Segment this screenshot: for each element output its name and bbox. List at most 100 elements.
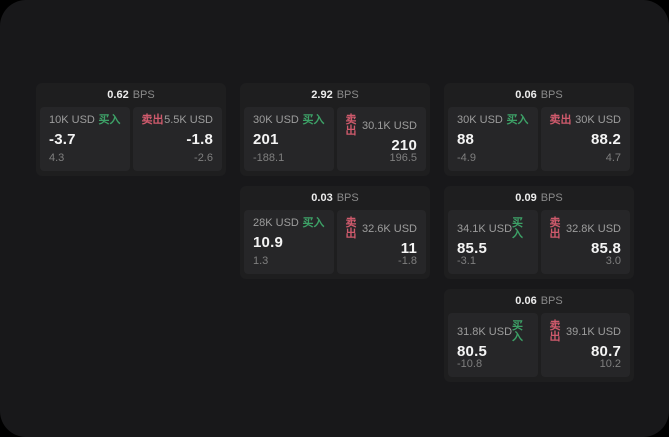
buy-price: 201: [253, 131, 279, 148]
spread-header: 2.92 BPS: [240, 83, 430, 107]
buy-top-row: 34.1K USD 买入: [457, 218, 529, 240]
buy-panel[interactable]: 31.8K USD 买入 80.5 -10.8: [448, 313, 538, 377]
sell-price: -1.8: [186, 131, 213, 148]
sell-size: 39.1K USD: [565, 325, 621, 338]
buy-delta: -3.1: [457, 255, 476, 267]
sell-delta: 196.5: [389, 152, 417, 164]
buy-size: 30K USD: [457, 114, 503, 126]
sell-side-label: 卖出: [549, 114, 572, 126]
sell-side-label: 卖出: [549, 217, 561, 240]
buy-top-row: 31.8K USD 买入: [457, 321, 529, 343]
sell-size: 30.1K USD: [361, 119, 417, 132]
buy-price: 88: [457, 131, 475, 148]
sell-top-row: 卖出 5.5K USD: [142, 115, 214, 126]
sell-size: 5.5K USD: [164, 114, 213, 126]
buy-side-label: 买入: [512, 217, 524, 240]
sell-side-label: 卖出: [345, 114, 357, 137]
sell-panel[interactable]: 卖出 32.6K USD 11 -1.8: [336, 210, 426, 274]
sell-top-row: 卖出 30.1K USD: [346, 115, 418, 137]
quote-panels: 30K USD 买入 88 -4.9 卖出 30K USD 88.2 4.7: [444, 107, 634, 171]
sell-size: 32.6K USD: [361, 222, 417, 235]
spread-unit: BPS: [540, 191, 563, 204]
buy-delta: -10.8: [457, 358, 483, 370]
buy-top-row: 30K USD 买入: [457, 115, 529, 126]
sell-delta: -2.6: [194, 152, 213, 164]
spread-header: 0.03 BPS: [240, 186, 430, 210]
spread-unit: BPS: [132, 88, 155, 101]
buy-side-label: 买入: [506, 114, 529, 126]
spread-value: 2.92: [311, 88, 333, 101]
sell-price: 210: [391, 136, 417, 154]
buy-delta: -188.1: [253, 152, 285, 164]
sell-side-label: 卖出: [345, 217, 357, 240]
buy-delta: 4.3: [49, 152, 65, 164]
buy-panel[interactable]: 30K USD 买入 201 -188.1: [244, 107, 334, 171]
sell-top-row: 卖出 39.1K USD: [550, 321, 622, 343]
buy-side-label: 买入: [512, 320, 524, 343]
sell-panel[interactable]: 卖出 30.1K USD 210 196.5: [336, 107, 426, 171]
quote-panels: 34.1K USD 买入 85.5 -3.1 卖出 32.8K USD 85.8…: [444, 210, 634, 274]
quote-panels: 28K USD 买入 10.9 1.3 卖出 32.6K USD 11 -1.8: [240, 210, 430, 274]
spread-header: 0.62 BPS: [36, 83, 226, 107]
quote-card: 0.09 BPS 34.1K USD 买入 85.5 -3.1 卖出 32.8K…: [444, 186, 634, 279]
buy-top-row: 28K USD 买入: [253, 218, 325, 229]
sell-panel[interactable]: 卖出 5.5K USD -1.8 -2.6: [132, 107, 222, 171]
spread-value: 0.06: [515, 294, 537, 307]
quote-card: 0.62 BPS 10K USD 买入 -3.7 4.3 卖出 5.5K USD…: [36, 83, 226, 176]
buy-side-label: 买入: [302, 114, 325, 126]
buy-size: 10K USD: [49, 114, 95, 126]
buy-price: 80.5: [457, 342, 487, 360]
spread-value: 0.06: [515, 88, 537, 101]
sell-delta: 4.7: [605, 152, 621, 164]
spread-header: 0.06 BPS: [444, 83, 634, 107]
sell-top-row: 卖出 32.6K USD: [346, 218, 418, 240]
buy-panel[interactable]: 34.1K USD 买入 85.5 -3.1: [448, 210, 538, 274]
spread-value: 0.03: [311, 191, 333, 204]
buy-size: 28K USD: [253, 217, 299, 229]
spread-unit: BPS: [336, 191, 359, 204]
buy-price: 85.5: [457, 239, 487, 257]
sell-delta: 3.0: [605, 255, 621, 267]
sell-panel[interactable]: 卖出 32.8K USD 85.8 3.0: [540, 210, 630, 274]
buy-panel[interactable]: 30K USD 买入 88 -4.9: [448, 107, 538, 171]
quote-panels: 31.8K USD 买入 80.5 -10.8 卖出 39.1K USD 80.…: [444, 313, 634, 377]
spread-value: 0.09: [515, 191, 537, 204]
buy-top-row: 30K USD 买入: [253, 115, 325, 126]
buy-panel[interactable]: 10K USD 买入 -3.7 4.3: [40, 107, 130, 171]
sell-top-row: 卖出 30K USD: [550, 115, 622, 126]
sell-top-row: 卖出 32.8K USD: [550, 218, 622, 240]
spread-header: 0.06 BPS: [444, 289, 634, 313]
buy-top-row: 10K USD 买入: [49, 115, 121, 126]
quote-card: 2.92 BPS 30K USD 买入 201 -188.1 卖出 30.1K …: [240, 83, 430, 176]
buy-size: 34.1K USD: [457, 222, 513, 235]
sell-price: 85.8: [591, 239, 621, 257]
sell-panel[interactable]: 卖出 30K USD 88.2 4.7: [540, 107, 630, 171]
sell-price: 88.2: [591, 131, 621, 148]
spread-value: 0.62: [107, 88, 129, 101]
sell-price: 11: [400, 239, 417, 257]
quote-card: 0.06 BPS 30K USD 买入 88 -4.9 卖出 30K USD 8…: [444, 83, 634, 176]
spread-header: 0.09 BPS: [444, 186, 634, 210]
quote-card: 0.06 BPS 31.8K USD 买入 80.5 -10.8 卖出 39.1…: [444, 289, 634, 382]
sell-side-label: 卖出: [141, 114, 164, 126]
sell-delta: -1.8: [398, 255, 417, 267]
buy-size: 30K USD: [253, 114, 299, 126]
spread-unit: BPS: [540, 88, 563, 101]
buy-delta: -4.9: [457, 152, 476, 164]
sell-price: 80.7: [591, 342, 621, 360]
buy-panel[interactable]: 28K USD 买入 10.9 1.3: [244, 210, 334, 274]
quote-panels: 30K USD 买入 201 -188.1 卖出 30.1K USD 210 1…: [240, 107, 430, 171]
sell-panel[interactable]: 卖出 39.1K USD 80.7 10.2: [540, 313, 630, 377]
sell-size: 32.8K USD: [565, 222, 621, 235]
quote-card: 0.03 BPS 28K USD 买入 10.9 1.3 卖出 32.6K US…: [240, 186, 430, 279]
sell-size: 30K USD: [575, 114, 621, 126]
spread-unit: BPS: [336, 88, 359, 101]
spread-unit: BPS: [540, 294, 563, 307]
quote-panels: 10K USD 买入 -3.7 4.3 卖出 5.5K USD -1.8 -2.…: [36, 107, 226, 171]
buy-price: -3.7: [49, 131, 76, 148]
sell-delta: 10.2: [599, 358, 621, 370]
buy-side-label: 买入: [302, 217, 325, 229]
sell-side-label: 卖出: [549, 320, 561, 343]
buy-delta: 1.3: [253, 255, 269, 267]
